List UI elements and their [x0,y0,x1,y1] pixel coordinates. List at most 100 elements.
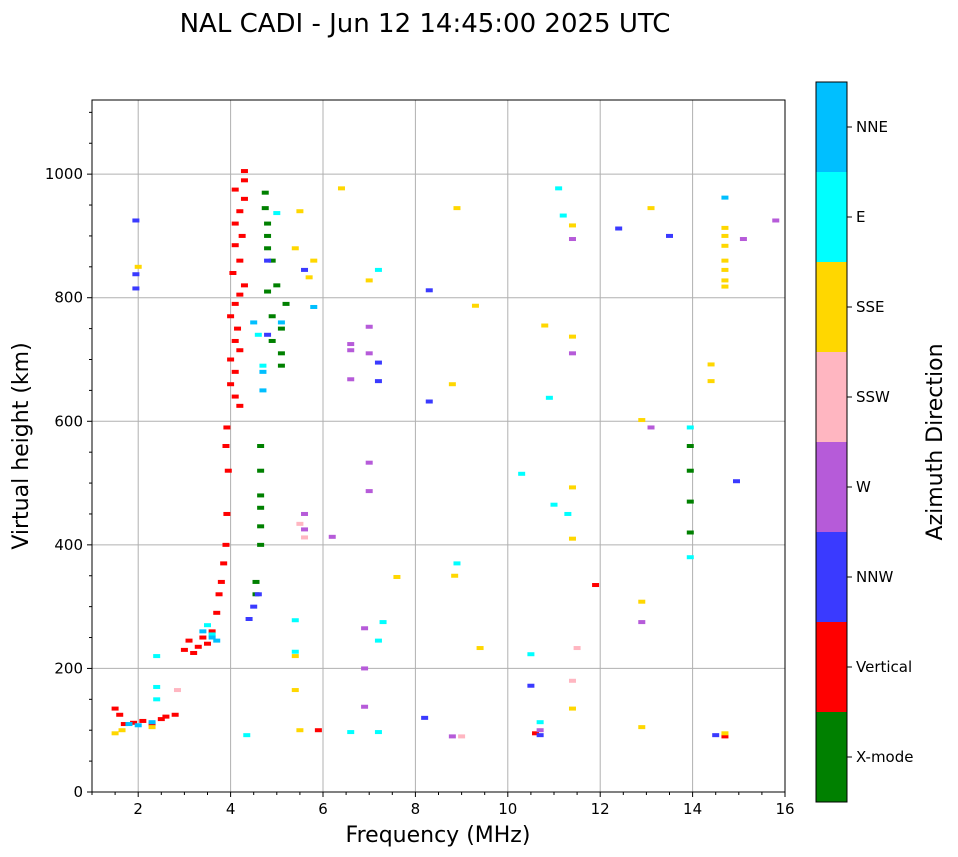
data-point-vertical [236,403,244,408]
data-point-w [347,348,355,353]
data-point-x-mode [686,468,694,473]
data-point-x-mode [264,221,272,226]
data-point-sse [721,284,729,289]
y-axis-label: Virtual height (km) [9,342,34,549]
data-point-e [453,561,461,566]
data-point-vertical [238,233,246,238]
x-tick-label: 6 [318,800,328,818]
data-point-sse [291,246,299,251]
colorbar-segment [816,172,847,262]
data-point-e [555,186,563,191]
data-point-x-mode [257,493,265,498]
data-point-vertical [231,187,239,192]
data-point-x-mode [277,326,285,331]
data-point-x-mode [273,283,281,288]
data-point-vertical [222,444,230,448]
data-point-vertical [240,178,248,183]
data-point-vertical [240,196,248,201]
colorbar-segment [816,262,847,352]
data-point-e [291,618,299,623]
data-point-ssw [301,535,309,540]
data-point-nnw [254,592,262,597]
data-point-sse [305,275,313,280]
data-point-vertical [194,644,202,649]
x-tick-label: 16 [775,800,794,818]
data-point-e [545,395,553,400]
data-point-nnw [264,332,272,337]
y-tick-label: 200 [54,659,83,677]
colorbar-tick-label: Vertical [856,658,912,676]
data-point-nnw [536,733,544,738]
data-point-nne [277,320,285,325]
data-point-sse [721,233,729,238]
data-point-vertical [532,731,540,736]
data-point-e [379,620,387,625]
data-point-sse [647,206,655,211]
x-tick-label: 2 [133,800,143,818]
data-point-x-mode [686,530,694,535]
data-point-sse [707,362,715,367]
data-point-sse [471,303,479,308]
data-point-x-mode [268,258,276,263]
data-point-nnw [615,226,623,231]
data-point-vertical [162,714,170,719]
data-point-nne [259,369,267,374]
data-point-x-mode [277,351,285,356]
data-point-sse [721,267,729,272]
data-point-sse [721,278,729,283]
data-point-e [208,632,216,637]
data-point-vertical [231,369,239,374]
data-point-e [374,730,382,735]
data-point-sse [638,599,646,604]
data-point-vertical [234,326,242,331]
data-point-w [365,351,373,356]
data-point-sse [541,323,549,328]
data-point-vertical [236,292,244,297]
data-point-e [550,502,558,507]
data-point-e [153,697,161,702]
colorbar-label: Azimuth Direction [923,343,948,540]
data-point-x-mode [257,542,265,547]
data-point-nnw [732,479,740,484]
grid [92,100,786,793]
data-point-vertical [231,221,239,226]
data-point-nnw [527,683,535,688]
data-point-x-mode [257,524,265,529]
data-point-e [243,733,251,738]
colorbar-tick-label: SSW [856,388,890,406]
data-point-w [739,237,747,242]
data-point-e [374,267,382,272]
data-point-vertical [240,169,248,174]
x-tick-label: 14 [683,800,702,818]
data-point-sse [111,731,119,736]
data-point-nnw [250,604,258,609]
data-point-nnw [666,233,673,238]
data-point-nne [213,638,221,643]
data-point-sse [721,258,729,263]
data-point-w [361,666,369,671]
data-point-x-mode [261,190,269,195]
data-point-vertical [157,717,165,722]
data-point-sse [118,728,126,733]
data-point-vertical [185,638,193,643]
data-point-w [347,342,355,347]
data-point-vertical [721,734,729,739]
data-point-vertical [204,641,211,646]
data-point-x-mode [264,246,272,251]
data-point-ssw [173,688,181,693]
x-tick-label: 12 [591,800,610,818]
data-point-vertical [227,382,235,387]
data-point-vertical [130,720,138,725]
data-point-w [365,489,373,494]
data-point-nnw [264,258,272,263]
data-point-vertical [224,468,232,473]
data-point-sse [638,725,646,730]
data-point-vertical [220,561,228,566]
data-point-w [568,351,576,356]
data-point-nne [310,304,318,309]
x-tick-label: 10 [498,800,517,818]
data-point-sse [707,379,715,384]
data-point-sse [291,654,299,659]
data-point-vertical [120,722,128,727]
data-point-e [153,684,161,689]
